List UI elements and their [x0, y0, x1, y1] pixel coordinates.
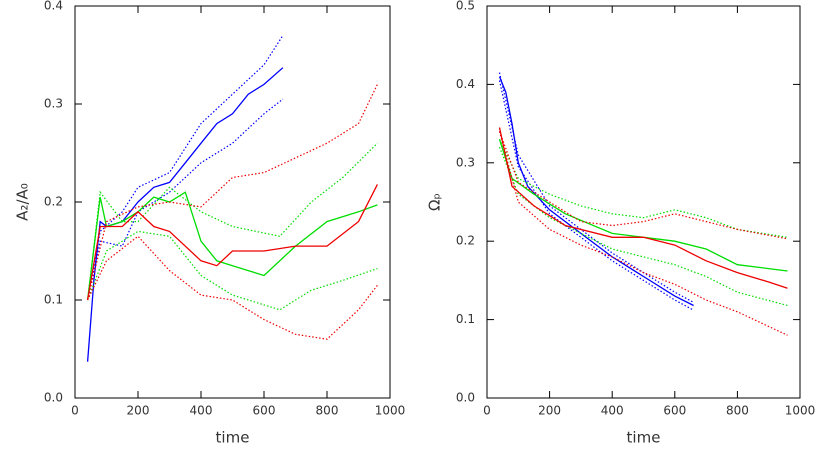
y-tick-label: 0.1	[456, 312, 475, 326]
series-line	[87, 98, 284, 301]
y-axis-label: A₂/A₀	[14, 183, 32, 221]
series-line	[498, 139, 788, 238]
series-line	[87, 35, 284, 301]
y-tick-label: 0.3	[456, 155, 475, 169]
series-line	[498, 131, 788, 336]
series-line	[498, 76, 694, 307]
x-tick-label: 800	[316, 404, 339, 418]
y-tick-label: 0.2	[456, 234, 475, 248]
x-tick-label: 400	[601, 404, 624, 418]
series-line	[498, 80, 694, 311]
series-line	[87, 230, 378, 311]
series-line	[86, 191, 378, 301]
x-tick-label: 0	[71, 404, 79, 418]
x-tick-label: 0	[483, 404, 491, 418]
y-tick-label: 0.0	[456, 391, 475, 405]
y-tick-label: 0.2	[44, 195, 63, 209]
y-tick-label: 0.0	[44, 391, 63, 405]
x-axis-label: time	[627, 429, 661, 447]
x-tick-label: 800	[726, 404, 749, 418]
series-line	[498, 139, 788, 272]
y-tick-label: 0.4	[456, 77, 475, 91]
x-tick-label: 200	[127, 404, 150, 418]
plot-frame	[74, 5, 391, 399]
x-tick-label: 600	[663, 404, 686, 418]
series-line	[498, 131, 788, 240]
x-tick-label: 400	[190, 404, 213, 418]
series-line	[87, 235, 378, 340]
x-tick-label: 1000	[785, 404, 816, 418]
x-tick-label: 600	[253, 404, 276, 418]
plot-frame	[486, 5, 801, 399]
y-axis-label: Ωₚ	[426, 193, 444, 211]
x-tick-label: 1000	[375, 404, 406, 418]
series-line	[87, 84, 378, 301]
x-axis-label: time	[216, 429, 250, 447]
y-tick-label: 0.4	[44, 0, 63, 13]
series-line	[498, 127, 788, 289]
x-tick-label: 200	[538, 404, 561, 418]
series-line	[498, 146, 788, 307]
y-tick-label: 0.3	[44, 97, 63, 111]
y-tick-label: 0.1	[44, 293, 63, 307]
series-line	[87, 142, 378, 301]
series-line	[498, 72, 694, 303]
series-line	[86, 67, 284, 362]
y-tick-label: 0.5	[456, 0, 475, 13]
series-line	[86, 184, 378, 301]
